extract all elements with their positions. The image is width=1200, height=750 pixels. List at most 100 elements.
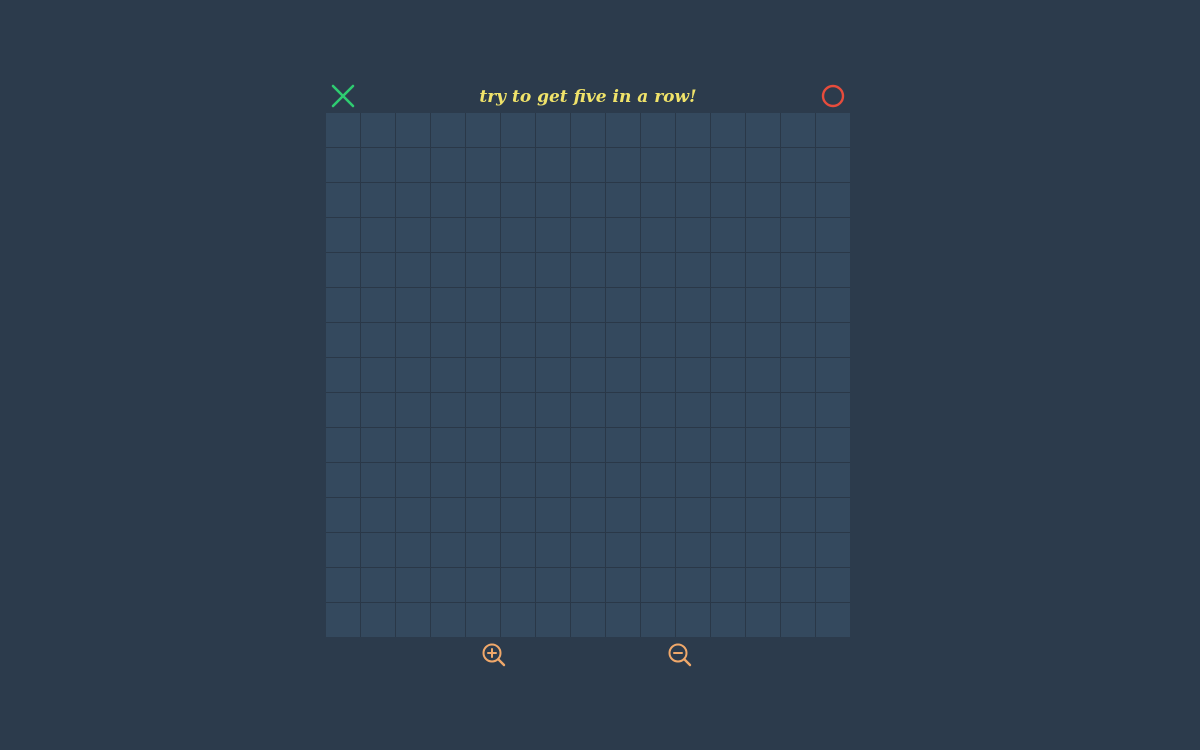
board-cell[interactable] (536, 533, 570, 567)
player-x-indicator[interactable] (330, 83, 356, 109)
board-cell[interactable] (431, 218, 465, 252)
board-cell[interactable] (711, 568, 745, 602)
board-cell[interactable] (641, 183, 675, 217)
board-cell[interactable] (431, 358, 465, 392)
zoom-out-button[interactable] (667, 642, 693, 668)
board-cell[interactable] (746, 568, 780, 602)
board-cell[interactable] (816, 323, 850, 357)
board-cell[interactable] (361, 498, 395, 532)
board-cell[interactable] (326, 253, 360, 287)
board-cell[interactable] (746, 393, 780, 427)
board-cell[interactable] (746, 463, 780, 497)
board-cell[interactable] (746, 288, 780, 322)
board-cell[interactable] (396, 288, 430, 322)
board-cell[interactable] (816, 428, 850, 462)
board-cell[interactable] (396, 428, 430, 462)
board-cell[interactable] (396, 568, 430, 602)
board-cell[interactable] (466, 498, 500, 532)
board-cell[interactable] (781, 183, 815, 217)
board-cell[interactable] (396, 603, 430, 637)
board-cell[interactable] (676, 323, 710, 357)
board-cell[interactable] (781, 358, 815, 392)
board-cell[interactable] (501, 498, 535, 532)
board-cell[interactable] (431, 498, 465, 532)
board-cell[interactable] (571, 253, 605, 287)
board-cell[interactable] (431, 393, 465, 427)
board-cell[interactable] (606, 533, 640, 567)
board-cell[interactable] (361, 323, 395, 357)
board-cell[interactable] (571, 568, 605, 602)
board-cell[interactable] (361, 428, 395, 462)
board-cell[interactable] (361, 568, 395, 602)
board-cell[interactable] (641, 253, 675, 287)
board-cell[interactable] (431, 288, 465, 322)
board-cell[interactable] (571, 498, 605, 532)
board-cell[interactable] (431, 533, 465, 567)
board-cell[interactable] (676, 183, 710, 217)
board-cell[interactable] (781, 498, 815, 532)
board-cell[interactable] (326, 148, 360, 182)
board-cell[interactable] (781, 323, 815, 357)
board-cell[interactable] (571, 183, 605, 217)
board-cell[interactable] (536, 498, 570, 532)
board-cell[interactable] (746, 428, 780, 462)
board-cell[interactable] (816, 498, 850, 532)
board-cell[interactable] (676, 148, 710, 182)
board-cell[interactable] (746, 183, 780, 217)
board-cell[interactable] (536, 323, 570, 357)
board-cell[interactable] (536, 253, 570, 287)
board-cell[interactable] (711, 288, 745, 322)
board-cell[interactable] (536, 288, 570, 322)
board-cell[interactable] (466, 428, 500, 462)
board-cell[interactable] (536, 428, 570, 462)
board-cell[interactable] (781, 288, 815, 322)
board-cell[interactable] (711, 323, 745, 357)
board-cell[interactable] (641, 533, 675, 567)
board-cell[interactable] (501, 603, 535, 637)
board-cell[interactable] (326, 323, 360, 357)
board-cell[interactable] (501, 323, 535, 357)
board-cell[interactable] (606, 323, 640, 357)
board-cell[interactable] (326, 113, 360, 147)
board-cell[interactable] (606, 393, 640, 427)
board-cell[interactable] (326, 568, 360, 602)
board-cell[interactable] (501, 218, 535, 252)
board-cell[interactable] (711, 253, 745, 287)
board-cell[interactable] (746, 498, 780, 532)
board-cell[interactable] (816, 393, 850, 427)
board-cell[interactable] (676, 428, 710, 462)
board-cell[interactable] (431, 463, 465, 497)
board-cell[interactable] (536, 463, 570, 497)
board-cell[interactable] (501, 113, 535, 147)
board-cell[interactable] (606, 183, 640, 217)
board-cell[interactable] (536, 603, 570, 637)
board-cell[interactable] (641, 393, 675, 427)
board-cell[interactable] (536, 183, 570, 217)
zoom-in-button[interactable] (481, 642, 507, 668)
board-cell[interactable] (536, 393, 570, 427)
board-cell[interactable] (641, 358, 675, 392)
board-cell[interactable] (466, 603, 500, 637)
board-cell[interactable] (676, 533, 710, 567)
board-cell[interactable] (746, 323, 780, 357)
board-cell[interactable] (676, 393, 710, 427)
board-cell[interactable] (781, 463, 815, 497)
board-cell[interactable] (501, 393, 535, 427)
board-cell[interactable] (466, 183, 500, 217)
board-cell[interactable] (326, 603, 360, 637)
board-cell[interactable] (606, 288, 640, 322)
board-cell[interactable] (396, 533, 430, 567)
board-cell[interactable] (571, 463, 605, 497)
board-cell[interactable] (466, 358, 500, 392)
board-cell[interactable] (396, 113, 430, 147)
board-cell[interactable] (431, 253, 465, 287)
board-cell[interactable] (431, 148, 465, 182)
board-cell[interactable] (431, 428, 465, 462)
board-cell[interactable] (536, 113, 570, 147)
board-cell[interactable] (326, 428, 360, 462)
board-cell[interactable] (501, 183, 535, 217)
board-cell[interactable] (676, 463, 710, 497)
board-cell[interactable] (326, 533, 360, 567)
board-cell[interactable] (711, 498, 745, 532)
board-cell[interactable] (501, 463, 535, 497)
